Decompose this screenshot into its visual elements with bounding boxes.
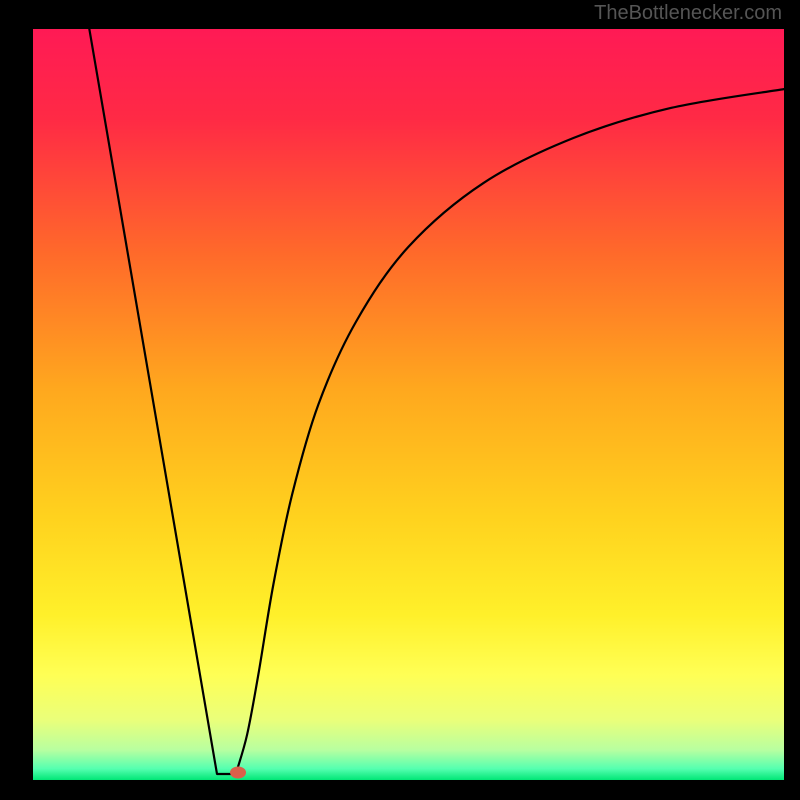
attribution-text: TheBottlenecker.com — [594, 2, 782, 25]
plot-area — [33, 29, 784, 780]
curve-layer — [33, 29, 784, 780]
chart-container: TheBottlenecker.com — [0, 0, 800, 800]
bottleneck-curve — [89, 29, 784, 774]
optimal-point-marker — [230, 766, 246, 778]
